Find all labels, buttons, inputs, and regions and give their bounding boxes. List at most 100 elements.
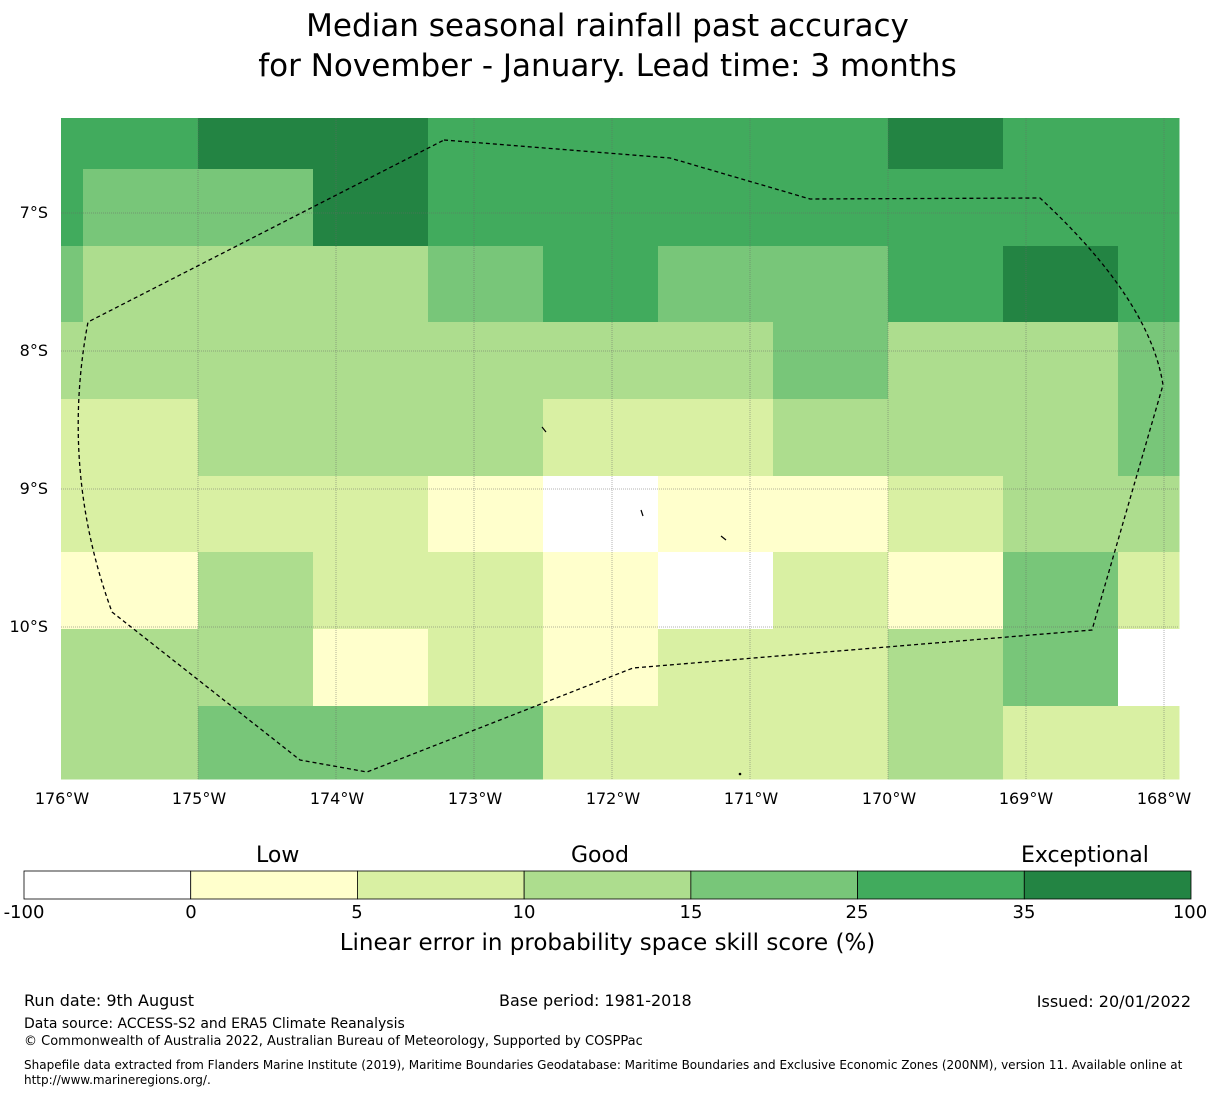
grid-cell: [888, 706, 1004, 780]
colorbar-segment: [357, 870, 525, 900]
grid-cell: [198, 552, 314, 630]
grid-cell: [198, 246, 314, 323]
grid-cell: [61, 322, 199, 400]
grid-cell: [543, 118, 659, 170]
lon-label: 174°W: [309, 789, 365, 808]
colorbar-segment: [23, 870, 192, 900]
lat-label: 8°S: [19, 341, 48, 360]
grid-cell: [1118, 322, 1180, 400]
grid-cell: [1003, 322, 1119, 400]
category-exceptional: Exceptional: [1021, 843, 1149, 868]
lon-label: 172°W: [585, 789, 641, 808]
grid-cell: [658, 118, 774, 170]
grid-cell: [543, 322, 659, 400]
colorbar-tick: 25: [845, 902, 869, 923]
colorbar-segment: [523, 870, 692, 900]
grid-cell: [61, 118, 199, 170]
grid-cell: [198, 629, 314, 707]
grid-cell: [773, 706, 889, 780]
island: [640, 509, 644, 517]
island: [720, 535, 727, 541]
grid-cell: [83, 246, 198, 322]
grid-cell: [658, 399, 774, 477]
colorbar-tick: 35: [1012, 902, 1036, 923]
colorbar-tick: -100: [3, 902, 45, 923]
grid-cell: [428, 322, 544, 400]
grid-cell: [658, 322, 774, 400]
grid-cell: [313, 246, 429, 323]
grid-cell: [1003, 169, 1119, 247]
grid-cell: [428, 706, 544, 780]
colorbar-segment: [690, 870, 858, 900]
colorbar-segment: [857, 870, 1025, 900]
grid-cell: [428, 552, 544, 630]
grid-cell: [428, 118, 544, 170]
grid-cell: [1003, 706, 1119, 780]
eez-boundary: [77, 139, 1164, 773]
grid-cell: [773, 169, 889, 247]
grid-cell: [428, 476, 544, 553]
grid-cell: [61, 629, 199, 707]
grid-cell: [773, 552, 889, 630]
grid-cell: [313, 552, 429, 630]
grid-cell: [1003, 476, 1119, 553]
lon-label: 169°W: [998, 789, 1054, 808]
grid-cell: [1003, 552, 1119, 630]
lon-label: 173°W: [447, 789, 503, 808]
grid-cell: [1118, 169, 1180, 247]
lon-label: 170°W: [861, 789, 917, 808]
grid-cell: [543, 169, 659, 247]
grid-cell: [313, 118, 429, 170]
lat-label: 10°S: [9, 617, 48, 636]
grid-cell: [313, 629, 429, 707]
base-period: Base period: 1981-2018: [499, 991, 692, 1010]
grid-cell: [1118, 399, 1180, 477]
lon-label: 175°W: [171, 789, 227, 808]
grid-cell: [888, 118, 1004, 170]
grid-cell: [658, 476, 774, 553]
title-line-1: Median seasonal rainfall past accuracy: [306, 8, 909, 44]
grid-cell: [61, 706, 199, 780]
island: [541, 426, 547, 433]
grid-cell: [198, 476, 314, 553]
colorbar-tick: 0: [185, 902, 197, 923]
colorbar-tick: 100: [1172, 902, 1208, 923]
grid-cell: [888, 322, 1004, 400]
grid-cell: [888, 629, 1004, 707]
grid-cell: [1003, 399, 1119, 477]
grid-cell: [198, 118, 314, 170]
grid-cell: [198, 169, 314, 247]
colorbar-tick: 10: [512, 902, 536, 923]
shapefile-url: http://www.marineregions.org/.: [24, 1073, 211, 1087]
grid-cell: [1118, 246, 1180, 323]
grid-cell: [888, 476, 1004, 553]
grid-cell: [428, 399, 544, 477]
grid-cell: [198, 322, 314, 400]
run-date: Run date: 9th August: [24, 991, 194, 1010]
grid-cell: [543, 629, 659, 707]
lat-label: 9°S: [19, 479, 48, 498]
grid-cell: [543, 552, 659, 630]
grid-cell: [773, 246, 889, 323]
grid-cell: [1118, 476, 1180, 553]
grid-cell: [888, 399, 1004, 477]
island: [738, 772, 742, 776]
grid-cell: [61, 476, 199, 553]
grid-cell: [428, 169, 544, 247]
grid-cell: [1118, 552, 1180, 630]
grid-cell: [658, 246, 774, 323]
category-good: Good: [571, 843, 629, 868]
title-line-2: for November - January. Lead time: 3 mon…: [258, 48, 957, 84]
issued-date: Issued: 20/01/2022: [1036, 992, 1191, 1011]
grid-cell: [543, 399, 659, 477]
copyright: © Commonwealth of Australia 2022, Austra…: [24, 1034, 643, 1049]
colorbar-tick: 5: [351, 902, 363, 923]
colorbar-tick: 15: [679, 902, 703, 923]
grid-cell: [61, 552, 199, 630]
grid-cell: [1003, 629, 1119, 707]
grid-cell: [543, 706, 659, 780]
grid-cell: [313, 476, 429, 553]
colorbar-segment: [190, 870, 358, 900]
grid-cell: [888, 552, 1004, 630]
